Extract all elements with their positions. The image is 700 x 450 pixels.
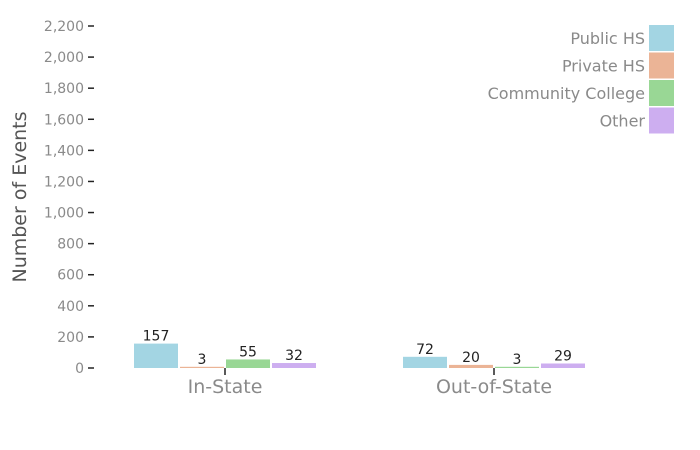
legend: Public HS Private HS Community College Othe… <box>488 25 674 134</box>
y-tick-label-5: 1,000 <box>44 206 84 222</box>
data-label-0-3: 32 <box>285 348 303 364</box>
legend-label-3: Other <box>600 112 646 131</box>
legend-label-1: Private HS <box>562 57 645 76</box>
y-tick-label-0: 0 <box>75 361 84 377</box>
bar-1-2 <box>495 366 539 368</box>
x-axis: In-State Out-of-State <box>188 368 552 398</box>
data-label-1-3: 29 <box>554 348 572 364</box>
y-tick-label-4: 800 <box>57 237 84 253</box>
y-axis: 0 200 400 600 800 1,000 1,200 1,400 1,600 1,800 2,… <box>44 19 94 377</box>
legend-swatch-2 <box>649 80 674 106</box>
bar-0-0 <box>134 343 178 368</box>
y-tick-label-11: 2,200 <box>44 19 84 35</box>
y-tick-label-2: 400 <box>57 299 84 315</box>
x-tick-label-1: Out-of-State <box>436 376 552 398</box>
bar-1-3 <box>541 363 585 368</box>
y-tick-label-8: 1,600 <box>44 112 84 128</box>
y-tick-label-10: 2,000 <box>44 50 84 66</box>
bars: 157 3 55 32 72 20 3 29 <box>134 329 585 368</box>
data-label-1-0: 72 <box>416 342 434 358</box>
legend-swatch-3 <box>649 107 674 134</box>
data-label-0-0: 157 <box>143 329 170 345</box>
legend-swatch-1 <box>649 52 674 79</box>
data-label-0-2: 55 <box>239 344 257 360</box>
y-tick-label-3: 600 <box>57 268 84 284</box>
y-tick-label-7: 1,400 <box>44 143 84 159</box>
bar-1-0 <box>403 356 447 368</box>
bar-1-1 <box>449 364 493 368</box>
y-tick-label-6: 1,200 <box>44 174 84 190</box>
legend-swatch-0 <box>649 25 674 51</box>
bar-0-1 <box>180 366 224 368</box>
data-label-0-1: 3 <box>198 352 207 368</box>
y-tick-label-1: 200 <box>57 330 84 346</box>
bar-0-2 <box>226 359 270 368</box>
legend-label-2: Community College <box>488 84 645 103</box>
data-label-1-2: 3 <box>513 352 522 368</box>
y-tick-label-9: 1,800 <box>44 81 84 97</box>
legend-label-0: Public HS <box>570 29 645 48</box>
y-axis-label: Number of Events <box>9 111 31 282</box>
data-label-1-1: 20 <box>462 350 480 366</box>
bar-0-3 <box>272 363 316 368</box>
x-tick-label-0: In-State <box>188 376 263 398</box>
